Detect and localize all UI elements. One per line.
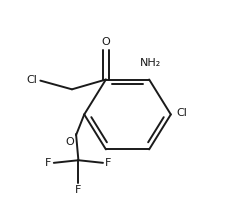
Text: F: F bbox=[75, 185, 82, 195]
Text: F: F bbox=[45, 158, 51, 168]
Text: F: F bbox=[105, 158, 112, 168]
Text: O: O bbox=[66, 137, 74, 147]
Text: O: O bbox=[102, 37, 110, 48]
Text: Cl: Cl bbox=[26, 75, 37, 85]
Text: NH₂: NH₂ bbox=[140, 58, 161, 68]
Text: Cl: Cl bbox=[176, 108, 187, 118]
